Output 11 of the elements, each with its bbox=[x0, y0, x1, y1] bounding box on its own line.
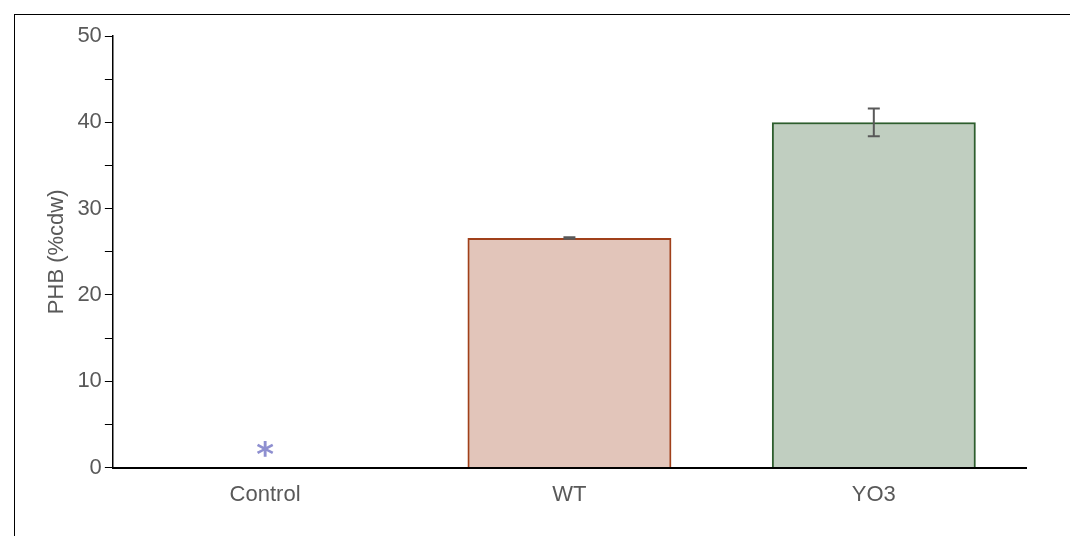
y-tick-label: 40 bbox=[77, 108, 102, 134]
y-tick-label: 10 bbox=[77, 367, 102, 393]
annotation: * bbox=[256, 434, 275, 475]
x-tick-label: YO3 bbox=[851, 480, 896, 506]
y-tick-label: 50 bbox=[77, 22, 102, 48]
x-tick-label: WT bbox=[552, 480, 587, 506]
y-tick-label: 20 bbox=[77, 281, 102, 307]
y-axis-title: PHB (%cdw) bbox=[43, 189, 69, 315]
y-tick-label: 30 bbox=[77, 194, 102, 220]
y-tick-label: 0 bbox=[89, 453, 102, 479]
x-tick-label: Control bbox=[229, 480, 301, 506]
